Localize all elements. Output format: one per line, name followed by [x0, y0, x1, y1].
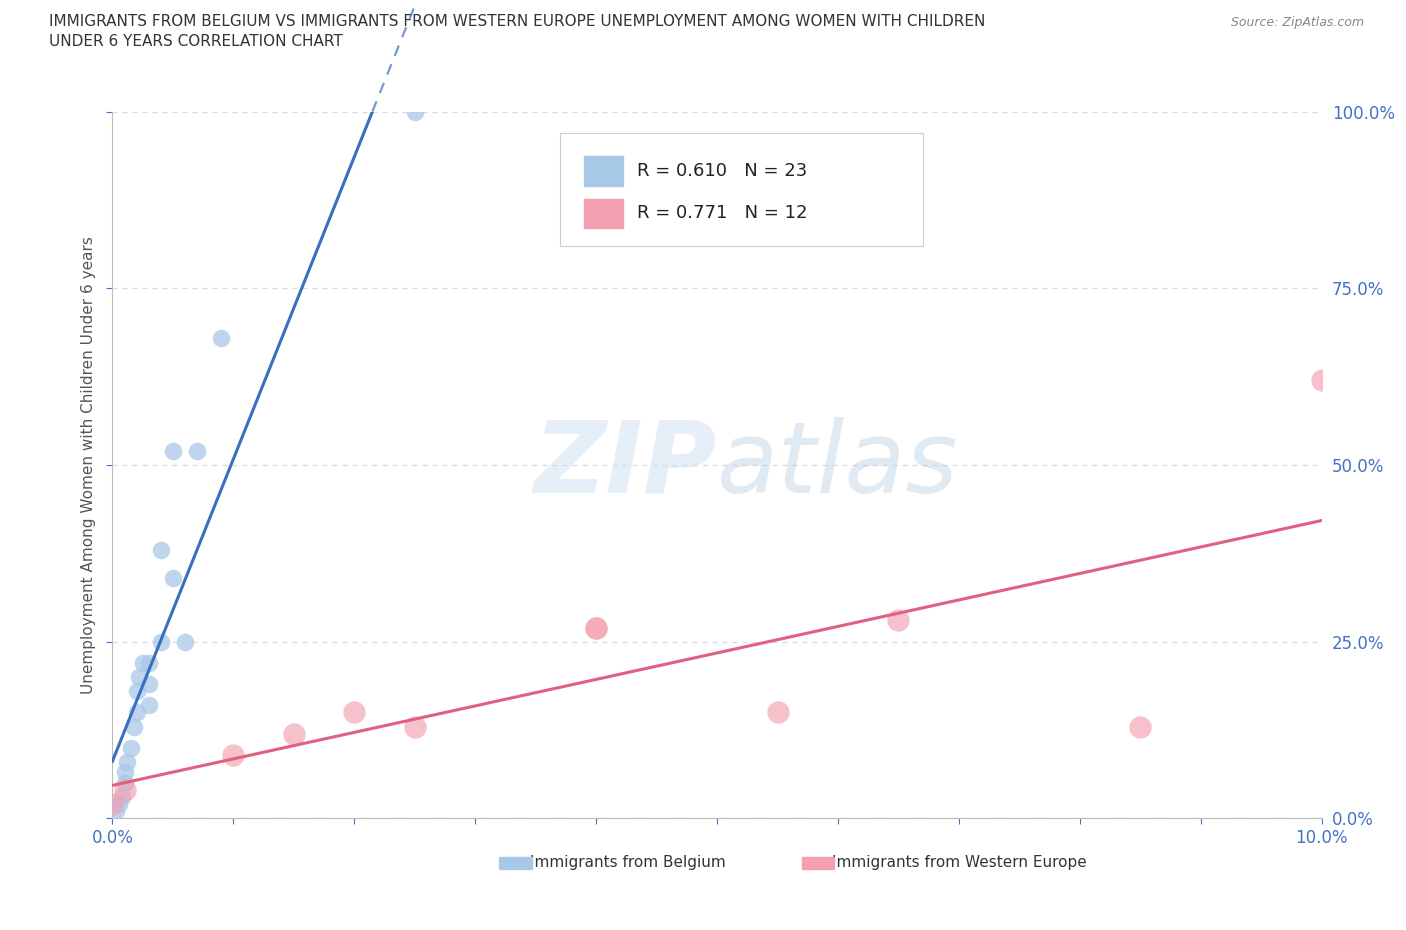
- Point: [128, 670, 150, 684]
- Point: [766, 705, 789, 720]
- Point: [149, 634, 172, 649]
- FancyBboxPatch shape: [583, 198, 623, 228]
- Point: [115, 754, 138, 769]
- Point: [138, 698, 160, 712]
- Point: [114, 765, 136, 780]
- Point: [125, 684, 148, 698]
- Point: [343, 705, 366, 720]
- Point: [125, 705, 148, 720]
- Point: [404, 719, 426, 734]
- Point: [132, 656, 155, 671]
- Text: Immigrants from Western Europe: Immigrants from Western Europe: [832, 856, 1087, 870]
- Point: [585, 620, 607, 635]
- Point: [1129, 719, 1152, 734]
- Text: UNDER 6 YEARS CORRELATION CHART: UNDER 6 YEARS CORRELATION CHART: [49, 34, 343, 49]
- Point: [138, 656, 160, 671]
- Point: [114, 776, 136, 790]
- Point: [149, 542, 172, 557]
- FancyBboxPatch shape: [560, 133, 922, 246]
- Text: Source: ZipAtlas.com: Source: ZipAtlas.com: [1230, 16, 1364, 29]
- Point: [120, 740, 142, 755]
- Point: [111, 790, 134, 804]
- Point: [283, 726, 305, 741]
- Point: [162, 571, 184, 586]
- Point: [887, 613, 910, 628]
- Text: IMMIGRANTS FROM BELGIUM VS IMMIGRANTS FROM WESTERN EUROPE UNEMPLOYMENT AMONG WOM: IMMIGRANTS FROM BELGIUM VS IMMIGRANTS FR…: [49, 14, 986, 29]
- Point: [1310, 373, 1333, 388]
- FancyBboxPatch shape: [801, 857, 834, 870]
- Point: [209, 330, 232, 345]
- Point: [122, 719, 145, 734]
- Point: [105, 804, 128, 818]
- Point: [107, 797, 129, 812]
- Point: [114, 783, 136, 798]
- Point: [404, 104, 426, 119]
- Point: [174, 634, 197, 649]
- FancyBboxPatch shape: [583, 156, 623, 186]
- Point: [585, 620, 607, 635]
- Text: R = 0.771   N = 12: R = 0.771 N = 12: [637, 205, 808, 222]
- Text: ZIP: ZIP: [534, 417, 717, 513]
- Text: Immigrants from Belgium: Immigrants from Belgium: [530, 856, 725, 870]
- Point: [222, 748, 245, 763]
- Point: [138, 677, 160, 692]
- Text: R = 0.610   N = 23: R = 0.610 N = 23: [637, 162, 807, 180]
- Y-axis label: Unemployment Among Women with Children Under 6 years: Unemployment Among Women with Children U…: [80, 236, 96, 694]
- Point: [162, 444, 184, 458]
- Point: [186, 444, 208, 458]
- Point: [101, 797, 124, 812]
- FancyBboxPatch shape: [499, 857, 531, 870]
- Text: atlas: atlas: [717, 417, 959, 513]
